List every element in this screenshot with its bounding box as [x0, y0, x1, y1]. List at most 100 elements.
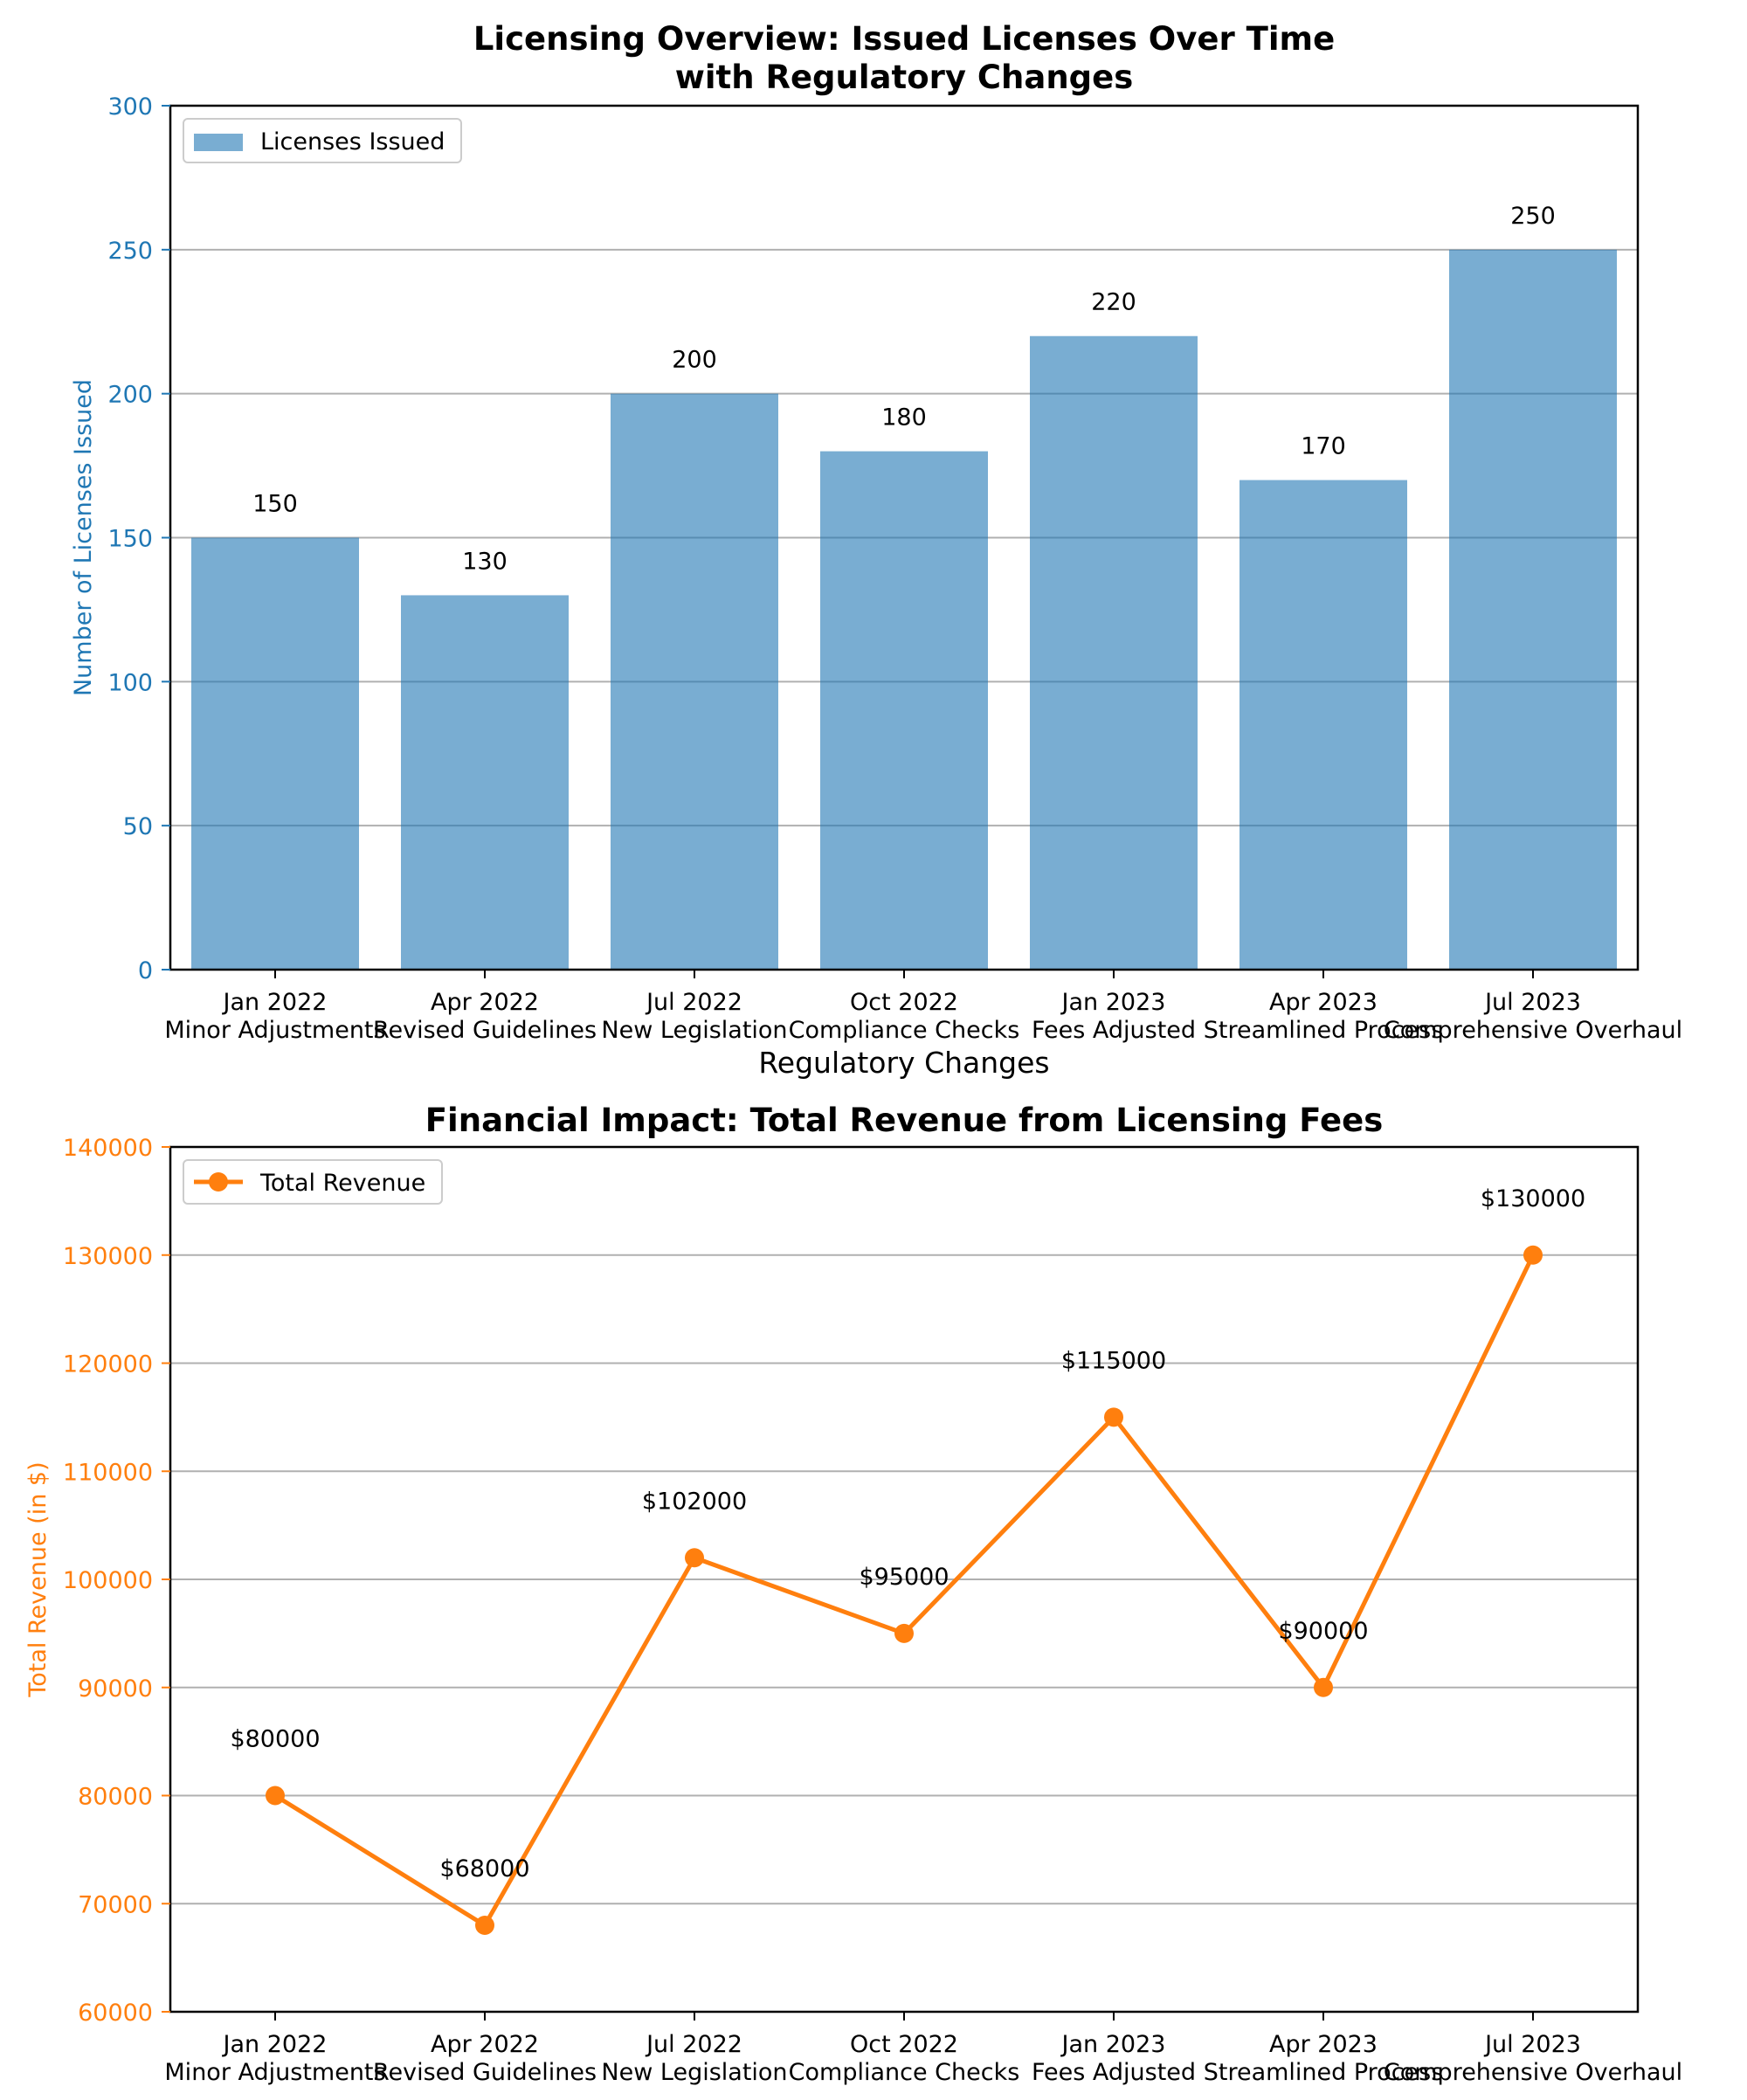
data-point	[475, 1916, 494, 1935]
y-tick-label: 70000	[78, 1891, 153, 1918]
x-tick-label-line: New Legislation	[601, 2059, 787, 2086]
bar-value-label: 130	[462, 548, 508, 575]
x-tick-label-line: Jul 2022	[645, 989, 742, 1016]
x-axis-label: Regulatory Changes	[758, 1046, 1049, 1080]
x-tick-label: Jul 2022 New Legislation	[601, 989, 787, 1044]
bar	[1030, 335, 1198, 970]
x-tick-label: Jul 2022 New Legislation	[601, 2031, 787, 2086]
x-tick-label-line: Jul 2022	[645, 2031, 742, 2058]
y-tick-label: 0	[138, 957, 153, 984]
x-tick-label-line: Comprehensive Overhaul	[1384, 2059, 1682, 2086]
x-tick-label: Apr 2022 Revised Guidelines	[373, 989, 597, 1044]
data-point	[1314, 1677, 1333, 1697]
chart-title-line: Financial Impact: Total Revenue from Lic…	[425, 1102, 1383, 1139]
point-value-label: $80000	[230, 1726, 320, 1753]
x-tick-label-line: Oct 2022	[850, 989, 958, 1016]
x-tick-label-line: Revised Guidelines	[373, 1017, 597, 1044]
x-tick-label: Jan 2023 Fees Adjusted	[1032, 2031, 1196, 2086]
legend-label: Total Revenue	[259, 1170, 425, 1197]
y-tick-label: 90000	[78, 1675, 153, 1703]
x-tick-label: Jul 2023 Comprehensive Overhaul	[1384, 2031, 1682, 2086]
x-tick-label-line: Revised Guidelines	[373, 2059, 597, 2086]
x-tick-label-line: Apr 2023	[1269, 989, 1378, 1016]
x-tick-label-line: Jan 2023	[1060, 989, 1166, 1016]
bar-value-label: 200	[672, 347, 717, 374]
bar-value-label: 220	[1091, 289, 1136, 316]
x-tick-label: Jan 2023 Fees Adjusted	[1032, 989, 1196, 1044]
bar	[820, 451, 988, 970]
x-tick-label: Apr 2022 Revised Guidelines	[373, 2031, 597, 2086]
x-tick-label-line: Jan 2023	[1060, 2031, 1166, 2058]
x-tick-label: Jan 2022 Minor Adjustments	[164, 989, 385, 1044]
x-tick-label: Jan 2022 Minor Adjustments	[164, 2031, 385, 2086]
data-point	[685, 1548, 704, 1568]
legend-swatch	[194, 134, 243, 151]
x-tick-label: Apr 2023 Streamlined Process	[1204, 989, 1444, 1044]
y-tick-label: 300	[107, 93, 153, 121]
x-tick-label: Apr 2023 Streamlined Process	[1204, 2031, 1444, 2086]
point-value-label: $90000	[1278, 1618, 1368, 1645]
legend-box	[183, 118, 462, 163]
data-point	[1104, 1407, 1123, 1427]
x-tick-label-line: Jan 2022	[222, 2031, 328, 2058]
legend-label: Licenses Issued	[260, 128, 445, 155]
bar-value-label: 170	[1301, 433, 1346, 460]
y-tick-label: 110000	[63, 1459, 153, 1486]
bar-value-label: 250	[1510, 203, 1556, 230]
chart-title: Licensing Overview: Issued Licenses Over…	[473, 20, 1335, 96]
legend-swatch-marker	[209, 1172, 228, 1192]
y-axis-label: Number of Licenses Issued	[70, 379, 97, 696]
x-tick-label-line: Minor Adjustments	[164, 2059, 385, 2086]
x-tick-label-line: Apr 2022	[431, 989, 539, 1016]
chart-title-line: Licensing Overview: Issued Licenses Over…	[473, 20, 1335, 58]
x-tick-label-line: Compliance Checks	[789, 1017, 1020, 1044]
bar	[191, 537, 359, 970]
point-value-label: $68000	[439, 1855, 529, 1882]
y-tick-label: 250	[107, 238, 153, 265]
x-tick-label: Jul 2023 Comprehensive Overhaul	[1384, 989, 1682, 1044]
chart-title: Financial Impact: Total Revenue from Lic…	[425, 1102, 1383, 1139]
point-value-label: $130000	[1481, 1185, 1585, 1212]
chart-title-line: with Regulatory Changes	[675, 59, 1134, 96]
data-point	[266, 1786, 285, 1806]
x-tick-label-line: Jul 2023	[1483, 989, 1581, 1016]
x-tick-label: Oct 2022 Compliance Checks	[789, 2031, 1020, 2086]
y-tick-label: 150	[107, 526, 153, 553]
point-value-label: $102000	[642, 1488, 747, 1515]
legend-box	[183, 1159, 443, 1205]
y-tick-label: 200	[107, 382, 153, 409]
y-tick-label: 120000	[63, 1351, 153, 1378]
y-tick-label: 140000	[63, 1135, 153, 1162]
bar	[1239, 480, 1407, 970]
x-tick-label-line: Fees Adjusted	[1032, 1017, 1196, 1044]
data-point	[894, 1623, 914, 1643]
x-tick-label-line: Minor Adjustments	[164, 1017, 385, 1044]
x-tick-label-line: Jan 2022	[222, 989, 328, 1016]
y-tick-label: 100	[107, 669, 153, 696]
y-tick-label: 130000	[63, 1243, 153, 1270]
data-point	[1523, 1245, 1543, 1265]
x-tick-label-line: Jul 2023	[1483, 2031, 1581, 2058]
x-tick-label-line: Compliance Checks	[789, 2059, 1020, 2086]
y-axis-label: Total Revenue (in $)	[24, 1461, 52, 1697]
bar-value-label: 180	[881, 404, 927, 432]
x-tick-label-line: New Legislation	[601, 1017, 787, 1044]
x-tick-label-line: Apr 2022	[431, 2031, 539, 2058]
x-tick-label-line: Streamlined Process	[1204, 2059, 1444, 2086]
bar	[611, 393, 778, 971]
point-value-label: $95000	[859, 1564, 949, 1591]
y-tick-label: 50	[123, 813, 153, 840]
point-value-label: $115000	[1061, 1347, 1166, 1374]
x-tick-label-line: Apr 2023	[1269, 2031, 1378, 2058]
x-tick-label-line: Streamlined Process	[1204, 1017, 1444, 1044]
x-tick-label-line: Comprehensive Overhaul	[1384, 1017, 1682, 1044]
y-tick-label: 60000	[78, 2000, 153, 2027]
x-tick-label-line: Fees Adjusted	[1032, 2059, 1196, 2086]
y-tick-label: 80000	[78, 1784, 153, 1811]
bar	[401, 595, 569, 970]
y-tick-label: 100000	[63, 1567, 153, 1594]
x-tick-label-line: Oct 2022	[850, 2031, 958, 2058]
x-tick-label: Oct 2022 Compliance Checks	[789, 989, 1020, 1044]
